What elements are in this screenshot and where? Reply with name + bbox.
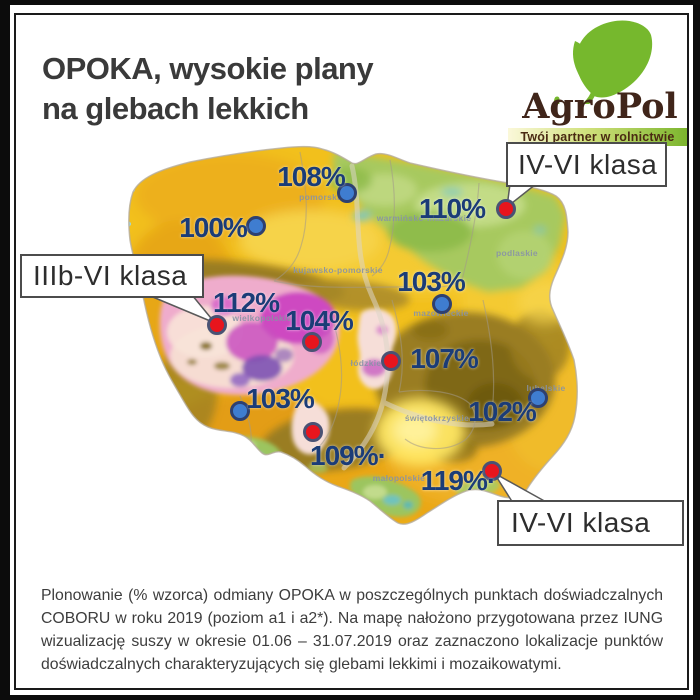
- map-point-value: 110%: [418, 193, 486, 224]
- callout-soil-class-IV-VI-top: IV-VI klasa: [506, 142, 667, 187]
- callout-soil-class-IIIb-VI: IIIb-VI klasa: [20, 254, 204, 298]
- callout-label: IIIb-VI klasa: [33, 260, 188, 291]
- page-title: OPOKA, wysokie plany na glebach lekkich: [42, 49, 462, 129]
- brand-name: AgroPol: [522, 86, 678, 127]
- map-point-value: 119%·: [420, 465, 496, 496]
- title-line-1: OPOKA, wysokie plany: [42, 50, 374, 86]
- map-point-value: 103%: [397, 266, 466, 297]
- map-point-dot-blue: [246, 216, 266, 236]
- map-point-value: 107%: [410, 343, 479, 374]
- map-point-value: 108%: [277, 161, 346, 192]
- map-point-value: 109%·: [310, 440, 387, 471]
- caption: Plonowanie (% wzorca) odmiany OPOKA w po…: [41, 586, 663, 673]
- callout-label: IV-VI klasa: [511, 507, 651, 538]
- callout-soil-class-IV-VI-bottom: IV-VI klasa: [497, 500, 684, 546]
- map-point-dot-red: [303, 422, 323, 442]
- callout-label: IV-VI klasa: [518, 148, 658, 180]
- map-point-dot-red: [496, 199, 516, 219]
- map-point-value: 100%: [179, 212, 248, 243]
- map-point-value: 102%: [468, 396, 537, 427]
- map-point-value: 112%: [212, 287, 280, 318]
- title-line-2: na glebach lekkich: [42, 90, 309, 126]
- brand-tagline: Twój partner w rolnictwie: [508, 128, 687, 146]
- map-point-value: 104%: [285, 305, 354, 336]
- map-point-dot-red: [381, 351, 401, 371]
- map-point-value: 103%: [246, 383, 315, 414]
